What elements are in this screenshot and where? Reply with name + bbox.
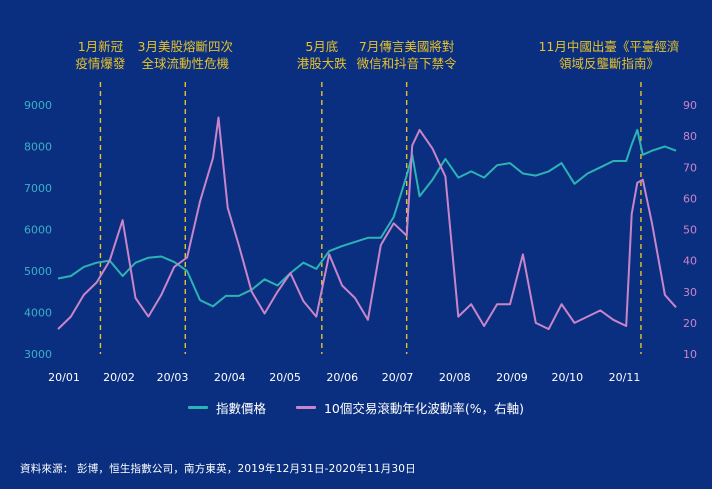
x-axis-tick-label: 20/05 (269, 371, 301, 384)
right-axis-tick-label: 80 (683, 130, 697, 143)
x-axis-tick-label: 20/06 (326, 371, 358, 384)
x-axis-tick-label: 20/01 (48, 371, 80, 384)
right-axis-tick-label: 30 (683, 286, 697, 299)
left-axis-tick-label: 9000 (24, 99, 52, 112)
event-annotation-text: 疫情爆發 (75, 56, 126, 71)
event-annotation-text: 1月新冠 (78, 39, 124, 54)
legend-item-index: 指數價格 (187, 398, 266, 417)
x-axis-tick-label: 20/09 (496, 371, 528, 384)
x-axis-tick-label: 20/11 (609, 371, 641, 384)
right-axis-tick-label: 40 (683, 255, 697, 268)
left-axis-tick-label: 8000 (24, 141, 52, 154)
right-axis-tick-label: 90 (683, 99, 697, 112)
chart: 3000 4000 5000 6000 7000 8000 9000 10 20 30 40 50 60… (24, 39, 697, 384)
legend-label-volatility: 10個交易滾動年化波動率(%，右軸) (323, 401, 525, 416)
left-axis-tick-label: 7000 (24, 182, 52, 195)
event-annotation-text: 11月中國出臺《平臺經濟 (538, 39, 679, 54)
volatility-line (57, 116, 677, 331)
event-annotation-text: 領域反壟斷指南》 (559, 56, 659, 71)
legend-swatch-volatility (295, 406, 316, 409)
left-axis-tick-label: 3000 (24, 348, 52, 361)
x-axis-tick-label: 20/03 (157, 371, 189, 384)
right-axis-tick-label: 10 (683, 348, 697, 361)
event-annotation-text: 3月美股熔斷四次 (138, 39, 233, 54)
left-axis-tick-label: 6000 (24, 224, 52, 237)
index-price-line (57, 128, 677, 308)
event-annotation-text: 5月底 (305, 39, 338, 54)
x-axis-tick-label: 20/10 (551, 371, 583, 384)
event-annotation-text: 港股大跌 (297, 56, 348, 71)
legend: 指數價格 10個交易滾動年化波動率(%，右軸) (0, 398, 712, 417)
x-axis-tick-label: 20/07 (382, 371, 414, 384)
event-annotation-text: 微信和抖音下禁令 (357, 56, 458, 71)
legend-swatch-index (187, 406, 208, 409)
event-annotation-text: 全球流動性危機 (142, 56, 230, 71)
source-note: 資料來源： 彭博，恒生指數公司，南方東英，2019年12月31日-2020年11… (20, 463, 416, 475)
right-axis-tick-label: 50 (683, 224, 697, 237)
legend-item-volatility: 10個交易滾動年化波動率(%，右軸) (295, 398, 525, 417)
right-axis-tick-label: 60 (683, 192, 697, 205)
x-axis-tick-label: 20/04 (214, 371, 246, 384)
legend-label-index: 指數價格 (215, 401, 266, 416)
event-annotation-text: 7月傳言美國將對 (359, 39, 454, 54)
x-axis-tick-label: 20/08 (439, 371, 471, 384)
right-axis-tick-label: 20 (683, 317, 697, 330)
right-axis-tick-label: 70 (683, 161, 697, 174)
x-axis-tick-label: 20/02 (103, 371, 135, 384)
left-axis-tick-label: 5000 (24, 265, 52, 278)
left-axis-tick-label: 4000 (24, 307, 52, 320)
